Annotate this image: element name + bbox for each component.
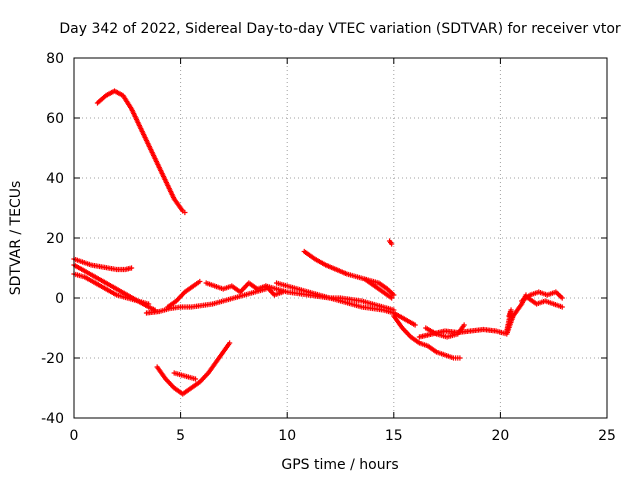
series-arc-top-left xyxy=(71,256,135,273)
data-point xyxy=(391,292,397,298)
data-marks xyxy=(71,88,565,397)
x-tick-label: 25 xyxy=(598,428,616,444)
y-tick-label: -20 xyxy=(41,351,64,367)
x-tick-label: 10 xyxy=(278,428,296,444)
data-point xyxy=(182,209,188,216)
data-point xyxy=(227,340,233,346)
data-point xyxy=(389,241,395,247)
series-isolated-20 xyxy=(504,307,514,334)
data-point xyxy=(506,313,512,319)
series-arc-low-mid xyxy=(143,286,269,316)
y-tick-label: 20 xyxy=(46,231,64,247)
series-arc-low-flat xyxy=(171,370,199,382)
data-point xyxy=(461,322,467,328)
series-arc-15-18 xyxy=(391,313,463,361)
y-tick-label: 40 xyxy=(46,171,64,187)
x-tick-label: 15 xyxy=(385,428,403,444)
chart-title: Day 342 of 2022, Sidereal Day-to-day VTE… xyxy=(59,21,621,37)
series-arc-left-2 xyxy=(71,271,152,307)
data-point xyxy=(146,301,152,307)
data-point xyxy=(197,278,203,285)
series-arc-high xyxy=(94,88,188,216)
series-isolated-15 xyxy=(386,238,395,247)
x-tick-label: 20 xyxy=(491,428,509,444)
series-arc-16-18-cluster xyxy=(423,322,467,340)
y-tick-label: -40 xyxy=(41,411,64,427)
y-tick-label: 60 xyxy=(46,111,64,127)
data-point xyxy=(128,265,135,271)
grid xyxy=(74,58,607,418)
series-arc-right-2 xyxy=(525,295,565,310)
axis-ticks: 0 5 10 15 20 25 -40 -20 0 20 40 60 80 xyxy=(41,51,616,444)
x-tick-label: 0 xyxy=(70,428,79,444)
series-arc-right xyxy=(519,289,565,304)
y-axis-label: SDTVAR / TECUs xyxy=(8,181,24,296)
data-point xyxy=(389,295,395,301)
y-tick-label: 0 xyxy=(55,291,64,307)
x-tick-label: 5 xyxy=(176,428,185,444)
series-arc-rise-low xyxy=(154,340,233,397)
data-point xyxy=(412,322,418,328)
y-tick-label: 80 xyxy=(46,51,64,67)
x-axis-label: GPS time / hours xyxy=(281,457,398,473)
series-arc-long-2 xyxy=(273,280,418,328)
series-arc-up-short xyxy=(165,278,203,310)
data-point xyxy=(192,376,199,382)
data-point xyxy=(457,355,463,361)
data-point xyxy=(559,304,565,310)
series-arc-short-14 xyxy=(363,277,395,301)
plot-frame xyxy=(73,57,608,419)
data-point xyxy=(559,295,565,301)
